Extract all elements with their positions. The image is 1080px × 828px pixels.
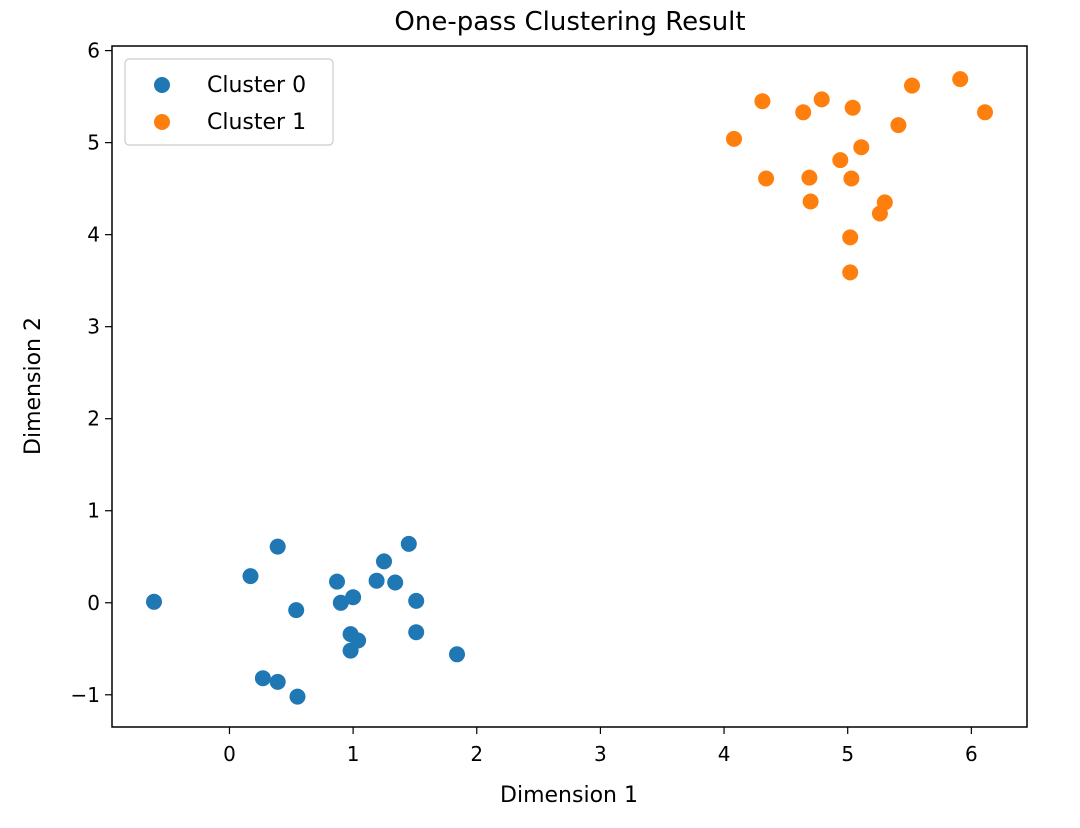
y-tick-label: 3 <box>87 315 100 339</box>
data-point-cluster-1-16 <box>904 77 920 94</box>
data-point-cluster-1-12 <box>842 264 859 281</box>
data-point-cluster-0-1 <box>242 568 259 585</box>
x-tick-label: 1 <box>347 742 360 766</box>
legend-box <box>124 58 334 146</box>
x-tick-label: 6 <box>965 742 978 766</box>
x-tick-label: 5 <box>841 742 854 766</box>
legend-label-cluster-0: Cluster 0 <box>207 73 306 98</box>
chart-title: One-pass Clustering Result <box>394 7 745 37</box>
data-point-cluster-1-9 <box>843 170 860 187</box>
data-point-cluster-0-16 <box>400 535 417 552</box>
data-point-cluster-1-11 <box>842 229 859 246</box>
data-point-cluster-0-0 <box>146 593 162 610</box>
data-point-cluster-0-18 <box>408 624 425 641</box>
data-point-cluster-1-5 <box>801 169 818 186</box>
data-point-cluster-1-2 <box>758 170 775 187</box>
data-point-cluster-0-3 <box>254 670 271 687</box>
axes-frame <box>111 45 1028 728</box>
data-point-cluster-1-7 <box>832 152 849 169</box>
data-point-cluster-1-1 <box>754 93 771 110</box>
data-point-cluster-1-17 <box>952 71 969 88</box>
data-point-cluster-1-6 <box>802 193 819 210</box>
x-tick-label: 2 <box>470 742 483 766</box>
legend-marker-cluster-0 <box>154 77 170 93</box>
x-tick-label: 0 <box>223 742 236 766</box>
data-point-cluster-0-13 <box>368 572 385 589</box>
y-axis-label: Dimension 2 <box>21 317 46 455</box>
y-tick-label: 5 <box>87 131 100 155</box>
data-point-cluster-0-6 <box>288 602 305 619</box>
data-point-cluster-0-5 <box>289 688 306 705</box>
y-axis: −1 0 1 2 3 4 5 6 <box>71 39 112 707</box>
data-point-cluster-0-19 <box>449 646 465 663</box>
legend-label-cluster-1: Cluster 1 <box>207 110 306 135</box>
data-point-cluster-0-14 <box>376 553 392 570</box>
data-point-cluster-0-8 <box>332 594 349 611</box>
data-point-cluster-0-4 <box>269 673 286 690</box>
data-point-cluster-0-15 <box>387 574 404 591</box>
data-point-cluster-1-10 <box>853 139 870 156</box>
y-tick-label: 4 <box>87 223 100 247</box>
data-point-cluster-1-0 <box>726 130 742 147</box>
data-point-cluster-1-15 <box>890 117 907 134</box>
data-point-cluster-0-17 <box>408 592 425 609</box>
y-tick-label: −1 <box>71 683 100 707</box>
legend: Cluster 0 Cluster 1 <box>124 58 334 146</box>
plot-area <box>146 71 993 705</box>
data-point-cluster-0-12 <box>342 642 359 659</box>
legend-marker-cluster-1 <box>154 114 170 130</box>
data-point-cluster-1-3 <box>795 104 812 121</box>
data-point-cluster-1-4 <box>813 91 830 108</box>
y-tick-label: 2 <box>87 407 100 431</box>
data-point-cluster-0-9 <box>345 589 362 606</box>
x-axis-label: Dimension 1 <box>500 783 638 808</box>
x-tick-label: 3 <box>594 742 607 766</box>
y-tick-label: 0 <box>87 591 100 615</box>
y-tick-label: 6 <box>87 39 100 63</box>
data-point-cluster-1-14 <box>876 194 893 211</box>
data-point-cluster-1-8 <box>844 99 861 116</box>
x-axis: 0 1 2 3 4 5 6 <box>223 727 978 766</box>
data-point-cluster-0-2 <box>269 538 286 555</box>
x-tick-label: 4 <box>718 742 731 766</box>
y-tick-label: 1 <box>87 499 100 523</box>
data-point-cluster-1-18 <box>977 104 993 121</box>
data-point-cluster-0-7 <box>329 573 345 590</box>
